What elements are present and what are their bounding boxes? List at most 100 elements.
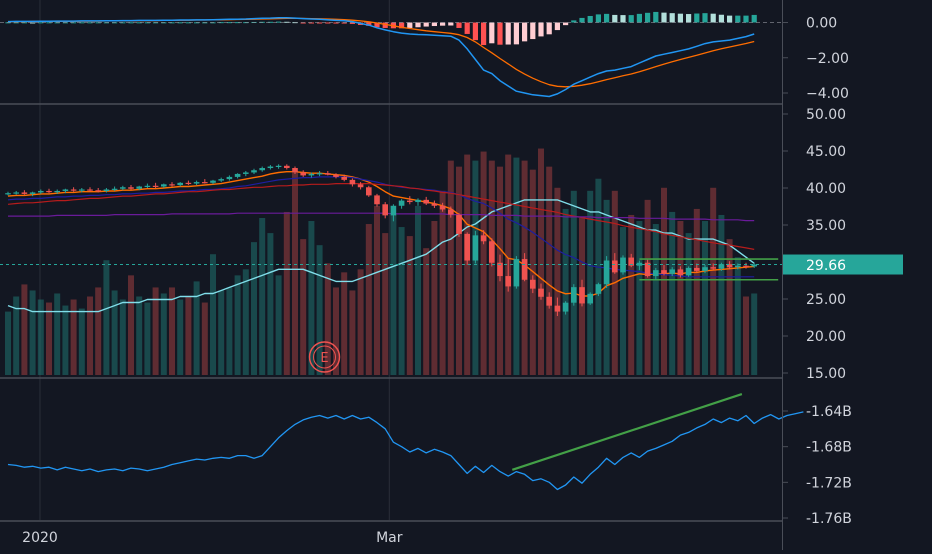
candle-body <box>185 182 192 185</box>
macd-histogram-bar <box>489 22 495 44</box>
macd-histogram-bar <box>423 22 429 27</box>
macd-histogram-bar <box>595 14 601 23</box>
candle-body <box>357 184 364 188</box>
candle-body <box>144 185 151 187</box>
volume-bar <box>677 221 684 375</box>
macd-histogram-bar <box>563 22 569 26</box>
macd-histogram-bar <box>440 22 446 26</box>
volume-bar <box>743 296 749 375</box>
volume-bar <box>398 227 405 375</box>
volume-bar <box>628 214 635 375</box>
candle-body <box>595 284 602 294</box>
macd-histogram-bar <box>317 22 323 24</box>
candle-body <box>79 189 85 191</box>
candle-body <box>521 259 528 280</box>
candle-body <box>111 188 118 190</box>
volume-bar <box>62 305 69 375</box>
y-axis-labels: 0.00−2.00−4.0050.0045.0040.0035.0030.002… <box>782 16 852 527</box>
candle-body <box>644 262 651 277</box>
candle-body <box>505 276 511 287</box>
candle-body <box>234 173 241 177</box>
volume-bar <box>54 293 61 375</box>
volume-bar <box>587 190 594 375</box>
volume-bar <box>710 187 717 375</box>
macd-histogram-bar <box>407 22 413 28</box>
volume-bar <box>136 296 143 375</box>
candle-body <box>275 165 282 167</box>
volume-bar <box>620 227 626 375</box>
price-tick-label: 45.00 <box>806 144 846 160</box>
macd-histogram-bar <box>579 17 585 23</box>
volume-bar <box>242 269 249 375</box>
candle-body <box>661 270 667 274</box>
volume-bar <box>144 302 151 375</box>
price-tick-label: 40.00 <box>806 181 846 197</box>
candle-body <box>161 184 167 187</box>
macd-histogram-bar <box>620 15 626 23</box>
macd-histogram-bar <box>267 21 273 23</box>
candle-body <box>325 173 331 175</box>
macd-histogram-bar <box>456 22 462 28</box>
candle-body <box>210 180 216 183</box>
candle-body <box>87 189 93 191</box>
volume-bar <box>169 287 175 375</box>
volume-bar <box>652 224 659 375</box>
macd-histogram-bar <box>604 13 610 23</box>
candle-body <box>636 262 643 266</box>
candle-body <box>571 287 577 303</box>
macd-histogram-bar <box>653 11 659 23</box>
candle-body <box>193 182 200 184</box>
candle-body <box>546 296 552 306</box>
candle-body <box>669 269 675 274</box>
volume-bar <box>341 272 348 375</box>
candle-body <box>95 190 101 192</box>
volume-bar <box>103 260 110 375</box>
macd-line <box>7 16 755 98</box>
macd-histogram-bar <box>554 22 560 31</box>
candle-body <box>423 199 429 204</box>
volume-bar <box>406 236 413 375</box>
volume-bar <box>185 296 192 375</box>
candle-body <box>587 293 593 304</box>
volume-bar <box>562 208 569 375</box>
candle-body <box>480 235 487 242</box>
macd-tick-label: −4.00 <box>806 86 849 102</box>
candle-body <box>5 193 11 195</box>
candle-body <box>218 179 224 181</box>
volume-bar <box>300 239 307 375</box>
candle-body <box>259 168 265 171</box>
macd-histogram-bar <box>431 22 437 27</box>
macd-histogram-bar <box>710 13 716 23</box>
grid-lines <box>39 0 390 520</box>
candle-body <box>620 257 626 273</box>
channel-lines <box>639 258 779 281</box>
candle-body <box>513 259 520 287</box>
candle-body <box>431 203 438 206</box>
volume-bar <box>726 239 733 375</box>
ema-fast-line <box>7 170 755 297</box>
macd-histogram-bar <box>694 13 700 23</box>
volume-bar <box>177 299 184 375</box>
macd-histogram-bar <box>472 22 478 41</box>
macd-histogram-bar <box>226 22 232 24</box>
candle-body <box>54 190 60 193</box>
macd-histogram-bar <box>399 22 405 29</box>
candle-body <box>718 264 725 269</box>
macd-histogram-bar <box>415 22 421 28</box>
candle-body <box>456 214 462 234</box>
volume-bar <box>128 275 134 375</box>
macd-histogram-bar <box>374 22 380 28</box>
volume-bar <box>283 211 290 375</box>
macd-histogram-bar <box>677 13 683 23</box>
price-tick-label: 15.00 <box>806 366 846 382</box>
volume-bar <box>259 217 266 375</box>
candle-body <box>300 172 306 176</box>
volume-bar <box>292 172 298 375</box>
volume-bar <box>349 290 356 375</box>
ma-slow-line <box>7 183 755 250</box>
x-axis-labels: 2020 Mar <box>0 522 782 550</box>
earnings-marker[interactable]: E <box>308 341 341 373</box>
